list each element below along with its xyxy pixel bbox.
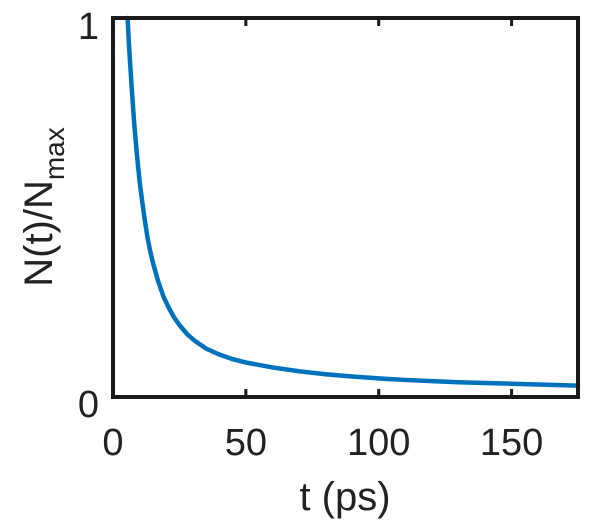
y-tick-label: 0 xyxy=(78,384,99,426)
series-line-0 xyxy=(125,15,581,388)
y-axis-label-subscript: max xyxy=(39,127,70,180)
x-tick-label: 100 xyxy=(347,422,410,464)
y-tick-label: 1 xyxy=(78,6,99,48)
x-tick-label: 50 xyxy=(225,422,267,464)
y-axis-label-main: N(t)/N xyxy=(17,180,61,287)
x-axis-label: t (ps) xyxy=(299,475,390,519)
plot-frame xyxy=(111,16,580,399)
y-axis-label: N(t)/Nmax xyxy=(17,127,70,287)
x-tick-label: 0 xyxy=(102,422,123,464)
x-tick-label: 150 xyxy=(480,422,543,464)
